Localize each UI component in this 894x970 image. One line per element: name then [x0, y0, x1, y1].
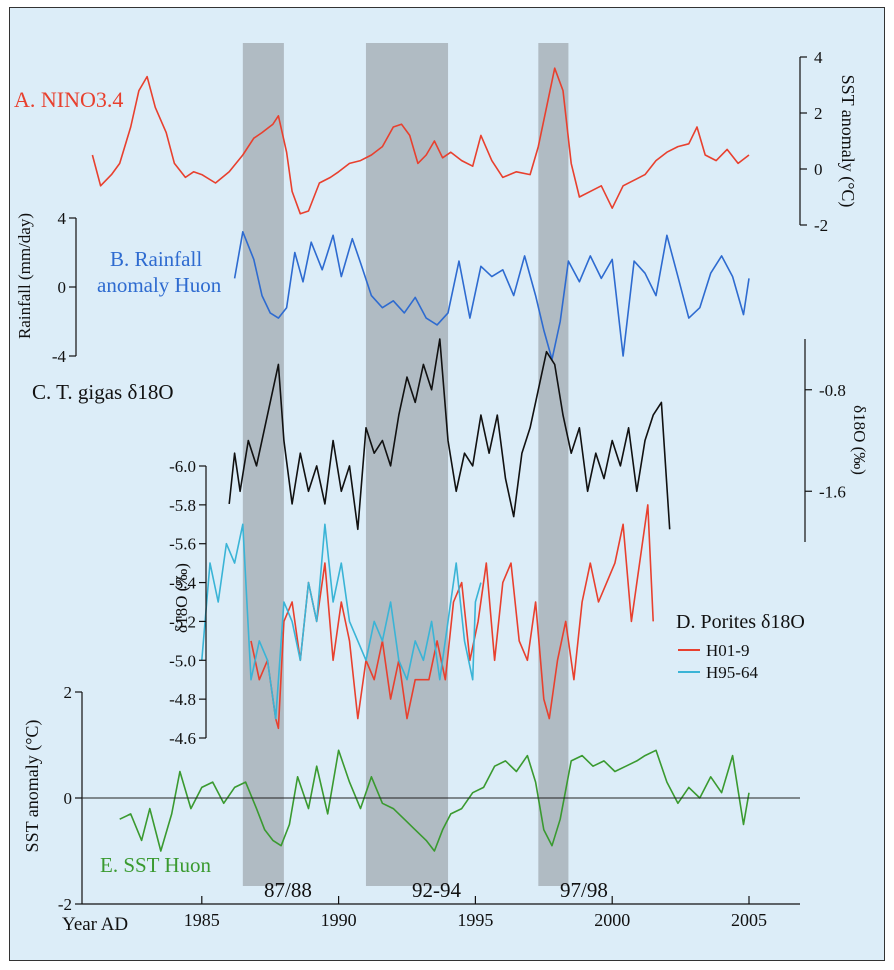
axis-D-tick-label-1: -5.8: [169, 496, 196, 515]
figure-frame: 4 2 0 -2 4 0 -4 -1.6 -0.8 -6.0 -5.8 -5.6 -5.4 -5.2 -5.…: [9, 7, 885, 961]
axis-D-title: δ18O (‰): [172, 563, 191, 633]
axis-D-tick-label-5: -5.0: [169, 651, 196, 670]
axis-D-tick-label-3: -5.4: [169, 574, 196, 593]
axis-A-tick-label-3: -2: [814, 216, 828, 235]
axis-E-tick-label-0: 2: [64, 683, 73, 702]
axis-B-tick-label-1: 0: [58, 278, 67, 297]
panel-d-label: D. Porites δ18O: [676, 611, 805, 633]
panel-c-label: C. T. gigas δ18O: [32, 380, 174, 404]
series-A: [91, 67, 750, 215]
axis-C-title: δ18O (‰): [850, 405, 869, 475]
series-C: [228, 338, 671, 531]
axis-D-tick-label-7: -4.6: [169, 729, 196, 748]
series-D-0: [250, 504, 654, 730]
axis-C-tick-label-0: -1.6: [819, 482, 846, 501]
axis-D-tick-label-6: -4.8: [169, 690, 196, 709]
axis-B-tick-label-2: -4: [52, 347, 67, 366]
shaded-period-0: [242, 43, 284, 886]
series-D-1: [201, 523, 482, 720]
axis-A-tick-label-2: 0: [814, 160, 823, 179]
x-axis-tick-label-1: 1990: [321, 910, 357, 930]
x-axis-tick-label-4: 2005: [731, 910, 767, 930]
axis-D-tick-label-4: -5.2: [169, 612, 196, 631]
axis-A-title: SST anomaly (°C): [837, 75, 858, 208]
axis-D-tick-label-2: -5.6: [169, 535, 196, 554]
axis-A-tick-label-1: 2: [814, 104, 823, 123]
axis-B-title: Rainfall (mm/day): [15, 213, 34, 339]
x-axis-tick-label-2: 1995: [457, 910, 493, 930]
axis-E-tick-label-2: -2: [58, 895, 72, 914]
axis-D-tick-label-0: -6.0: [169, 457, 196, 476]
x-axis-tick-label-0: 1985: [184, 910, 220, 930]
legend-label-H01-9: H01-9: [706, 641, 749, 660]
shaded-period-1: [365, 43, 449, 886]
chart-canvas: 4 2 0 -2 4 0 -4 -1.6 -0.8 -6.0 -5.8 -5.6 -5.4 -5.2 -5.…: [15, 43, 869, 930]
legend-label-H95-64: H95-64: [706, 663, 758, 682]
axis-E-title: SST anomaly (°C): [22, 720, 43, 853]
axis-B-tick-label-0: 4: [58, 209, 67, 228]
axis-C-tick-label-1: -0.8: [819, 381, 846, 400]
series-B: [233, 231, 750, 361]
axis-A-tick-label-0: 4: [814, 48, 823, 67]
axis-E-tick-label-1: 0: [64, 789, 73, 808]
x-axis-tick-label-3: 2000: [594, 910, 630, 930]
shaded-period-2: [538, 43, 569, 886]
